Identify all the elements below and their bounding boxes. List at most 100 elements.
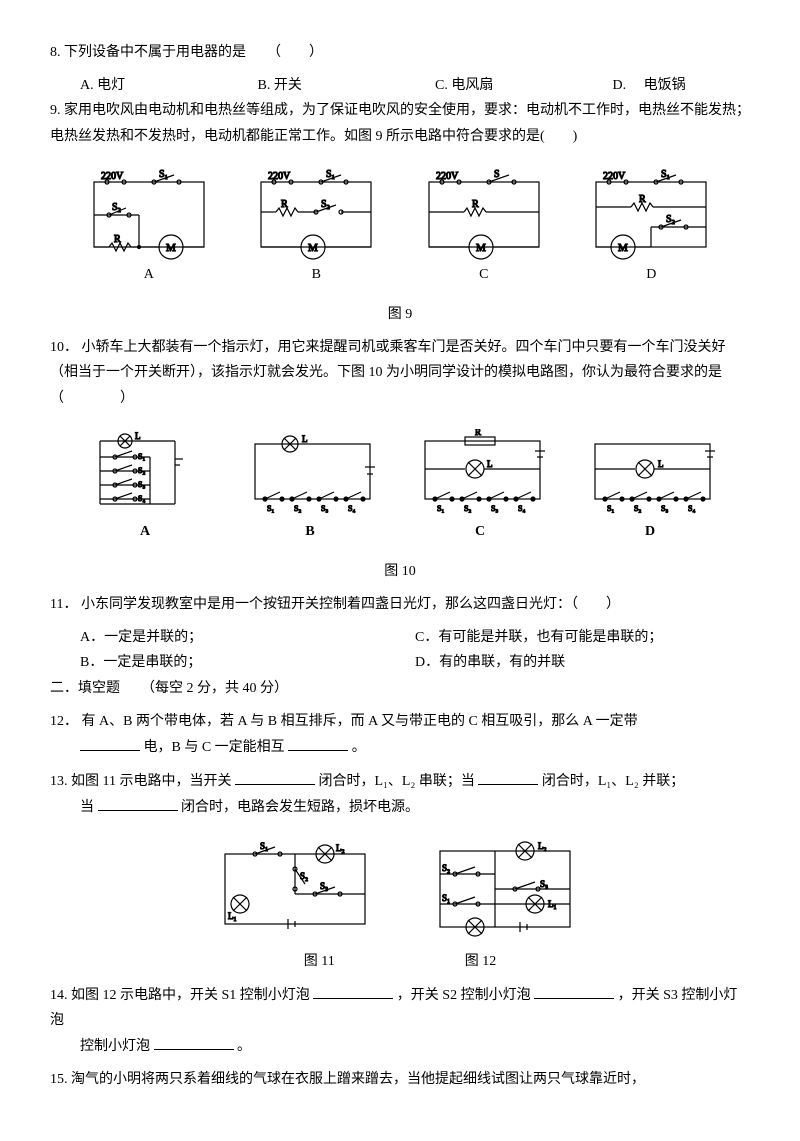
svg-text:S₃: S₃ [540,879,548,889]
svg-text:M: M [476,242,486,254]
svg-text:L: L [658,459,664,469]
fig11-12-row: S₁ L₂ S₂ S₃ L₁ [50,829,750,949]
question-10: 10． 小轿车上大都装有一个指示灯，用它来提醒司机或乘客车门是否关好。四个车门中… [50,335,750,411]
q9-num: 9. [50,103,61,118]
fig10-b: L S₁ S₂ S₃ S₄ B [240,429,380,544]
fig11-12-captions: 图 11 图 12 [50,949,750,974]
svg-text:S₃: S₃ [491,504,498,513]
q12-p1: 有 A、B 两个带电体，若 A 与 B 相互排斥，而 A 又与带正电的 C 相互… [82,714,638,729]
svg-text:L: L [487,459,493,469]
q13-blank3[interactable] [98,794,178,811]
svg-text:S₄: S₄ [348,504,355,513]
q12-blank1[interactable] [80,734,140,751]
svg-text:S₁: S₁ [260,841,268,851]
fig9-a-label: A [79,262,219,287]
q11-num: 11． [50,597,77,612]
q12-p2: 电，B 与 C 一定能相互 [144,740,285,755]
fig12-caption: 图 12 [465,949,497,974]
q12-blank2[interactable] [288,734,348,751]
q12-num: 12． [50,714,78,729]
fig9-row: 220V S₁ S₂ R M A [50,157,750,297]
fig11: S₁ L₂ S₂ S₃ L₁ [210,839,380,939]
fig10-a-label: A [80,519,210,544]
svg-text:R: R [114,234,121,245]
fig10-b-label: B [240,519,380,544]
svg-text:S₃: S₃ [320,881,328,891]
fig9-b-label: B [246,262,386,287]
svg-text:S₁: S₁ [607,504,614,513]
svg-text:S₂: S₂ [294,504,301,513]
svg-text:S₂: S₂ [464,504,471,513]
q11-opt-a: A．一定是并联的； [80,625,415,650]
svg-text:S₃: S₃ [321,504,328,513]
q14-blank3[interactable] [154,1033,234,1050]
q11-options: A．一定是并联的； B．一定是串联的； C．有可能是并联，也有可能是串联的； D… [50,625,750,675]
q10-num: 10． [50,340,78,355]
svg-text:S₂: S₂ [634,504,641,513]
svg-text:L₁: L₁ [228,911,237,921]
svg-text:R: R [472,199,479,210]
question-11: 11． 小东同学发现教室中是用一个按钮开关控制着四盏日光灯，那么这四盏日光灯：（… [50,592,750,617]
fig11-caption: 图 11 [304,949,335,974]
fig10-a: L S₁ S₂ S₃ S₄ A [80,429,210,544]
svg-text:S₁: S₁ [661,169,670,180]
q12-p3: 。 [352,740,366,755]
fig10-row: L S₁ S₂ S₃ S₄ A L S₁ S₂ S [50,419,750,554]
q8-num: 8. [50,45,61,60]
fig9-d: 220V S₁ R M S₂ D [581,167,721,287]
q8-text: 下列设备中不属于用电器的是 （ ） [64,45,323,60]
svg-text:S: S [494,169,500,180]
q13-blank2[interactable] [478,768,538,785]
question-8: 8. 下列设备中不属于用电器的是 （ ） [50,40,750,65]
svg-text:L₁: L₁ [548,899,557,909]
q8-options: A. 电灯 B. 开关 C. 电风扇 D. 电饭锅 [50,73,750,98]
fig9-c-label: C [414,262,554,287]
fig9-a: 220V S₁ S₂ R M A [79,167,219,287]
q13-blank1[interactable] [235,768,315,785]
q8-opt-a: A. 电灯 [80,73,218,98]
q9-text: 家用电吹风由电动机和电热丝等组成，为了保证电吹风的安全使用，要求：电动机不工作时… [50,103,750,143]
svg-text:S₂: S₂ [666,214,675,225]
svg-text:S₄: S₄ [138,494,145,503]
q10-text: 小轿车上大都装有一个指示灯，用它来提醒司机或乘客车门是否关好。四个车门中只要有一… [50,340,726,405]
question-12: 12． 有 A、B 两个带电体，若 A 与 B 相互排斥，而 A 又与带正电的 … [50,709,750,760]
q14-blank2[interactable] [534,982,614,999]
q14-num: 14. [50,988,68,1003]
svg-text:S₃: S₃ [661,504,668,513]
svg-text:S₂: S₂ [442,863,450,873]
svg-text:220V: 220V [603,171,626,182]
fig10-d-label: D [580,519,720,544]
svg-text:M: M [618,242,628,254]
svg-text:L: L [135,431,141,441]
svg-text:M: M [308,242,318,254]
q14-blank1[interactable] [313,982,393,999]
q13-p4: 闭合时，电路会发生短路，损坏电源。 [181,800,419,815]
svg-text:L₂: L₂ [538,841,547,851]
svg-text:S₁: S₁ [442,893,450,903]
svg-text:220V: 220V [101,171,124,182]
fig12: L₂ S₂ S₃ S₁ L₁ [420,839,590,939]
svg-text:S₂: S₂ [112,202,121,213]
q11-opt-d: D．有的串联，有的并联 [415,650,750,675]
q15-text: 淘气的小明将两只系着细线的气球在衣服上蹭来蹭去，当他提起细线试图让两只气球靠近时… [71,1072,645,1087]
svg-text:S₁: S₁ [138,452,145,461]
svg-text:220V: 220V [268,171,291,182]
q8-opt-b: B. 开关 [258,73,396,98]
svg-text:M: M [166,242,176,254]
svg-text:S₄: S₄ [688,504,695,513]
q14-p4: 。 [237,1039,251,1054]
q11-opt-c: C．有可能是并联，也有可能是串联的； [415,625,750,650]
q15-num: 15. [50,1072,68,1087]
section-2-header: 二．填空题 （每空 2 分，共 40 分） [50,676,750,701]
fig9-d-label: D [581,262,721,287]
q8-opt-c: C. 电风扇 [435,73,573,98]
question-15: 15. 淘气的小明将两只系着细线的气球在衣服上蹭来蹭去，当他提起细线试图让两只气… [50,1067,750,1092]
q13-p3a: 闭合时，L₁、L₂ 并联； [542,774,684,789]
svg-text:220V: 220V [436,171,459,182]
svg-text:S₁: S₁ [159,169,168,180]
q11-opt-b: B．一定是串联的； [80,650,415,675]
fig10-caption: 图 10 [50,559,750,584]
svg-text:S₂: S₂ [321,199,330,210]
svg-text:S₄: S₄ [518,504,525,513]
svg-text:S₁: S₁ [437,504,444,513]
